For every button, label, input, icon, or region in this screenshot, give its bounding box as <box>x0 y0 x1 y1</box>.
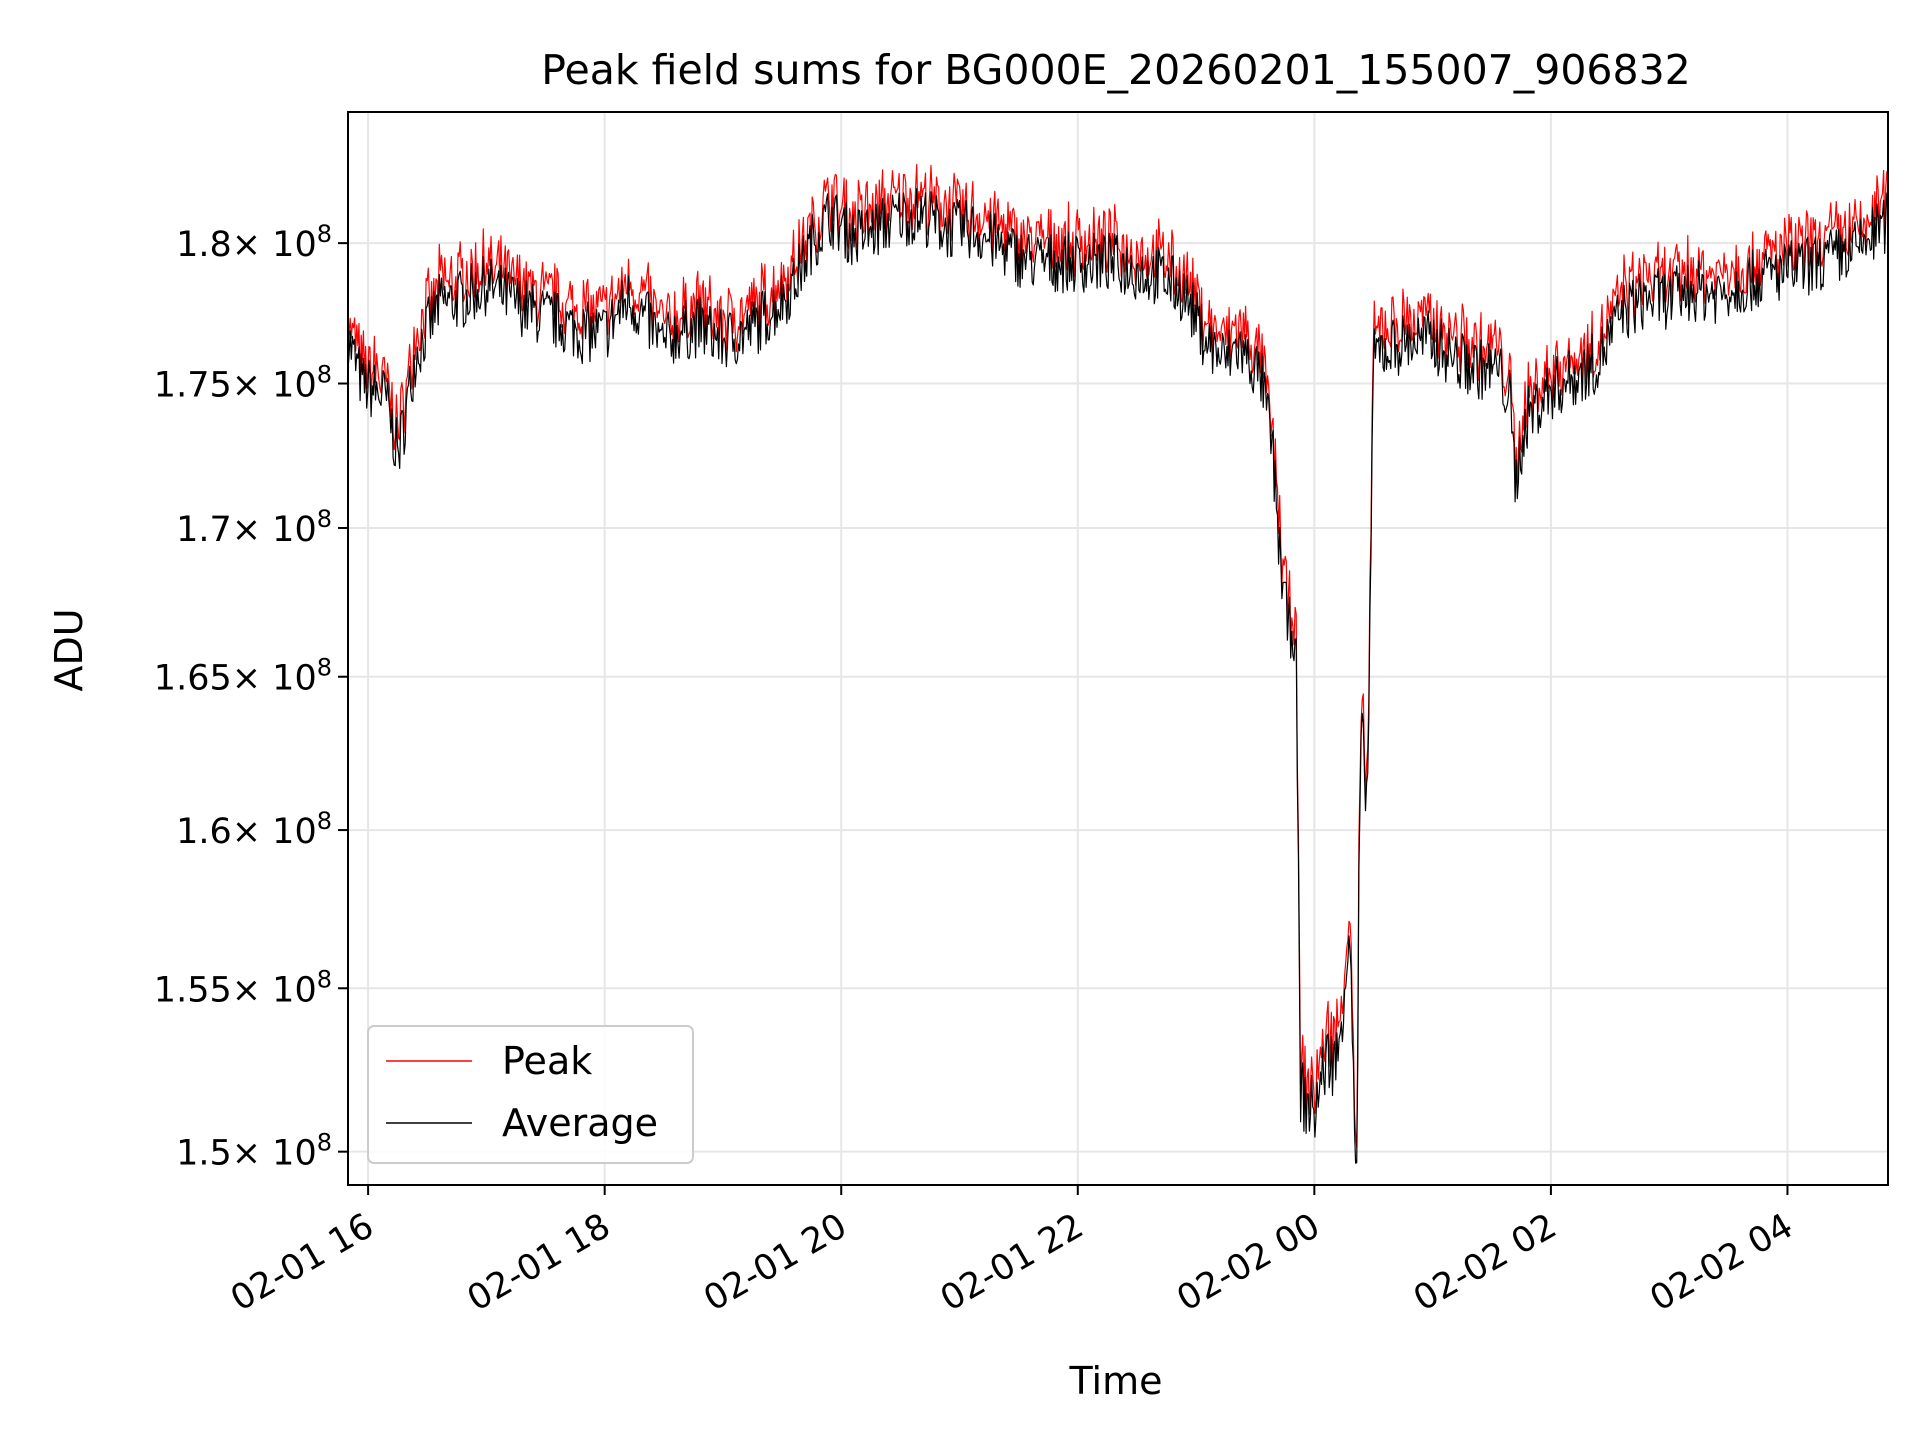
data-lines <box>348 164 1888 1164</box>
legend-label-peak: Peak <box>502 1039 592 1083</box>
x-axis-label: Time <box>1069 1359 1163 1403</box>
y-tick-label: 1.7× 108 <box>176 505 332 550</box>
y-tick-label: 1.6× 108 <box>176 807 332 852</box>
series-line-average <box>348 187 1888 1164</box>
y-tick-label: 1.65× 108 <box>154 654 332 699</box>
plot-frame <box>347 111 1889 1186</box>
y-tick-label: 1.75× 108 <box>154 361 332 406</box>
chart-title: Peak field sums for BG000E_20260201_1550… <box>541 46 1691 94</box>
series-line-peak <box>348 164 1888 1148</box>
y-tick-label: 1.55× 108 <box>154 965 332 1010</box>
y-tick-label: 1.8× 108 <box>176 220 332 265</box>
y-axis-ticks: 1.5× 108 1.55× 108 1.6× 108 1.65× 108 1.7× 1… <box>154 220 348 1174</box>
y-axis-label: ADU <box>47 608 91 691</box>
grid <box>348 112 1888 1185</box>
y-tick-label: 1.5× 108 <box>176 1129 332 1174</box>
legend: Peak Average <box>367 1025 694 1164</box>
legend-label-average: Average <box>502 1101 658 1145</box>
